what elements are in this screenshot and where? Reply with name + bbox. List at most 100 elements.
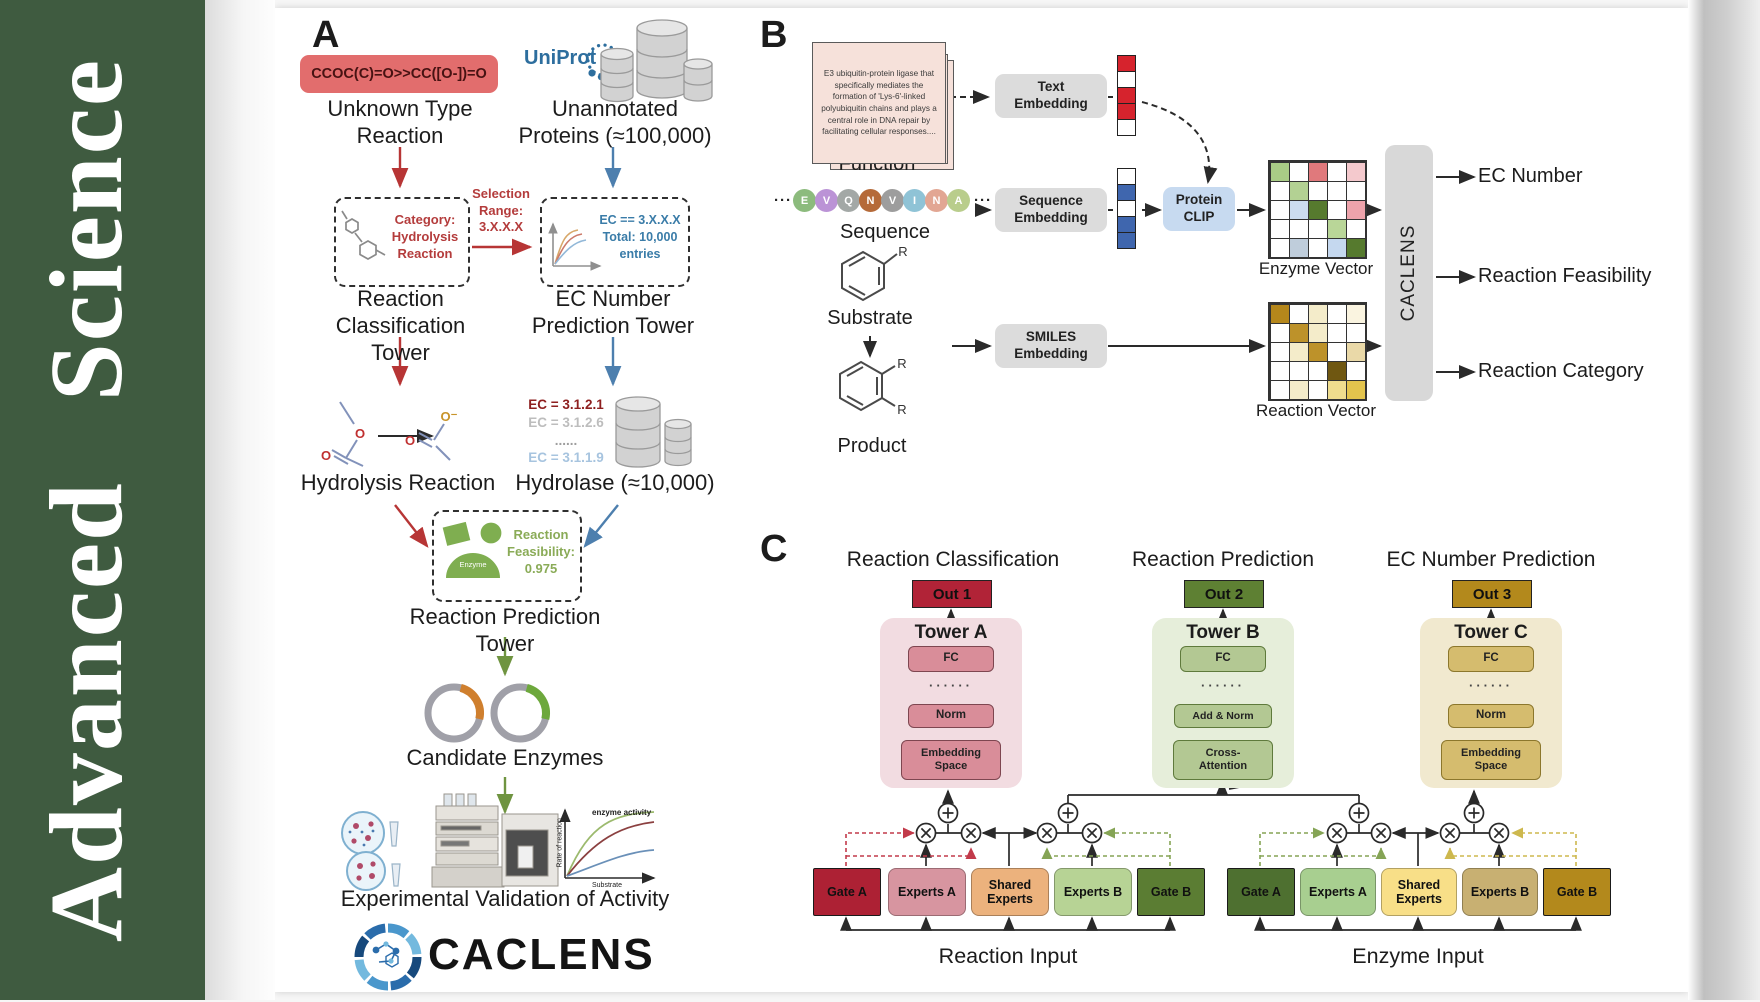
grid-cell bbox=[1288, 341, 1309, 362]
grid-cell bbox=[1326, 341, 1347, 362]
vector-cell bbox=[1118, 232, 1135, 248]
output-reaction-feasibility: Reaction Feasibility bbox=[1478, 265, 1652, 287]
grid-cell bbox=[1269, 237, 1290, 258]
panel-a-label: A bbox=[312, 14, 340, 56]
uniprot-logo-text: UniProt bbox=[524, 47, 597, 69]
graph-xlabel: Substrate bbox=[592, 882, 622, 889]
grid-cell bbox=[1269, 341, 1290, 362]
grid-cell bbox=[1345, 341, 1366, 362]
tower-b: Tower B FC ······ Add & Norm Cross- Atte… bbox=[1152, 618, 1294, 788]
ec-number-prediction-tower-label: EC Number Prediction Tower bbox=[531, 286, 695, 338]
tower-b-title: Tower B bbox=[1186, 622, 1260, 643]
sequence-ellipsis: ··· bbox=[974, 192, 992, 209]
grid-cell bbox=[1326, 303, 1347, 324]
tower-a-fc-block: FC bbox=[908, 646, 994, 672]
grid-cell bbox=[1307, 180, 1328, 201]
tower-c-dots: ······ bbox=[1469, 678, 1513, 693]
reaction-vector-label: Reaction Vector bbox=[1255, 401, 1376, 420]
residue-circle: I bbox=[903, 189, 926, 212]
page-left-shadow bbox=[205, 0, 275, 1000]
panel-b-label: B bbox=[760, 14, 788, 56]
grid-cell bbox=[1345, 218, 1366, 239]
grid-cell bbox=[1269, 161, 1290, 182]
output-ec-number: EC Number bbox=[1478, 165, 1583, 187]
grid-cell bbox=[1345, 379, 1366, 400]
grid-cell bbox=[1269, 180, 1290, 201]
grid-cell bbox=[1307, 341, 1328, 362]
enzyme-input-label: Enzyme Input bbox=[1352, 944, 1484, 968]
grid-cell bbox=[1326, 360, 1347, 381]
journal-spine: Advanced Science bbox=[0, 0, 205, 1000]
residue-circle: V bbox=[815, 189, 838, 212]
tower-c-fc-block: FC bbox=[1448, 646, 1534, 672]
grid-cell bbox=[1326, 161, 1347, 182]
feasibility-text: Reaction Feasibility: 0.975 bbox=[507, 527, 575, 576]
grid-cell bbox=[1326, 379, 1347, 400]
vector-cell bbox=[1118, 184, 1135, 200]
tower-a-norm-block: Norm bbox=[908, 704, 994, 728]
grid-cell bbox=[1345, 199, 1366, 220]
grid-cell bbox=[1307, 322, 1328, 343]
ec-list-line: EC = 3.1.2.1 bbox=[528, 397, 604, 412]
page-right-shadow bbox=[1688, 0, 1760, 1000]
hydrolysis-reaction-label: Hydrolysis Reaction bbox=[300, 470, 496, 495]
tower-b-fc-block: FC bbox=[1180, 646, 1266, 672]
output-reaction-category: Reaction Category bbox=[1478, 360, 1644, 382]
residue-circle: N bbox=[925, 189, 948, 212]
smiles-embedding-box: SMILES Embedding bbox=[995, 324, 1107, 368]
out3-box: Out 3 bbox=[1452, 580, 1532, 608]
grid-cell bbox=[1345, 303, 1366, 324]
tower-c-title: Tower C bbox=[1454, 622, 1528, 643]
out2-box: Out 2 bbox=[1184, 580, 1264, 608]
vector-cell bbox=[1118, 56, 1135, 71]
ec-query-text: EC == 3.X.X.X Total: 10,000 entries bbox=[599, 213, 681, 261]
category-text: Category: Hydrolysis Reaction bbox=[391, 212, 459, 261]
grid-cell bbox=[1288, 322, 1309, 343]
panel-c-label: C bbox=[760, 528, 788, 570]
grid-cell bbox=[1345, 322, 1366, 343]
product-label: Product bbox=[837, 435, 907, 457]
enzyme-vector-label: Enzyme Vector bbox=[1258, 259, 1374, 278]
reaction-input-label: Reaction Input bbox=[938, 944, 1078, 968]
grid-cell bbox=[1288, 199, 1309, 220]
tower-a-title: Tower A bbox=[914, 622, 988, 643]
vector-cell bbox=[1118, 71, 1135, 87]
experimental-validation-label: Experimental Validation of Activity bbox=[340, 886, 670, 911]
grid-cell bbox=[1307, 218, 1328, 239]
gate-a-box: Gate A bbox=[813, 868, 881, 916]
unknown-reaction-label: Unknown Type Reaction bbox=[327, 96, 473, 148]
gate-b-box: Gate B bbox=[1137, 868, 1205, 916]
residue-circle: A bbox=[947, 189, 970, 212]
function-card: E3 ubiquitin-protein ligase that specifi… bbox=[812, 42, 946, 164]
vector-cell bbox=[1118, 169, 1135, 184]
tower-b-dots: ······ bbox=[1201, 678, 1245, 693]
grid-cell bbox=[1307, 237, 1328, 258]
residue-circle: E bbox=[793, 189, 816, 212]
sequence-embedding-box: Sequence Embedding bbox=[995, 188, 1107, 232]
text-embedding-vector bbox=[1117, 55, 1136, 136]
reaction-smiles-box: CCOC(C)=O>>CC([O-])=O bbox=[300, 55, 498, 93]
ec-list-line: EC = 3.1.1.9 bbox=[528, 450, 604, 466]
grid-cell bbox=[1326, 322, 1347, 343]
reaction-classification-box bbox=[334, 197, 470, 287]
grid-cell bbox=[1288, 379, 1309, 400]
ec-prediction-box bbox=[540, 197, 690, 287]
reaction-prediction-tower-label: Reaction Prediction Tower bbox=[409, 604, 601, 656]
grid-cell bbox=[1288, 303, 1309, 324]
heading-reaction-prediction: Reaction Prediction bbox=[1131, 548, 1315, 571]
sequence-ellipsis: ··· bbox=[774, 192, 792, 209]
ec-result-list: EC = 3.1.2.1 EC = 3.1.2.6...... EC = 3.1.1… bbox=[524, 396, 608, 467]
residue-circle: Q bbox=[837, 189, 860, 212]
tower-a: Tower A FC ······ Norm Embedding Space bbox=[880, 618, 1022, 788]
vector-cell bbox=[1118, 103, 1135, 119]
reaction-classification-tower-label: Reaction Classification Tower bbox=[335, 286, 466, 365]
grid-cell bbox=[1269, 322, 1290, 343]
grid-cell bbox=[1288, 237, 1309, 258]
grid-cell bbox=[1326, 237, 1347, 258]
grid-cell bbox=[1269, 303, 1290, 324]
grid-cell bbox=[1269, 199, 1290, 220]
heading-ec-number-prediction: EC Number Prediction bbox=[1386, 548, 1596, 571]
grid-cell bbox=[1326, 180, 1347, 201]
hydrolase-label: Hydrolase (≈10,000) bbox=[515, 470, 715, 495]
experts-a-box: Experts A bbox=[1300, 868, 1376, 916]
